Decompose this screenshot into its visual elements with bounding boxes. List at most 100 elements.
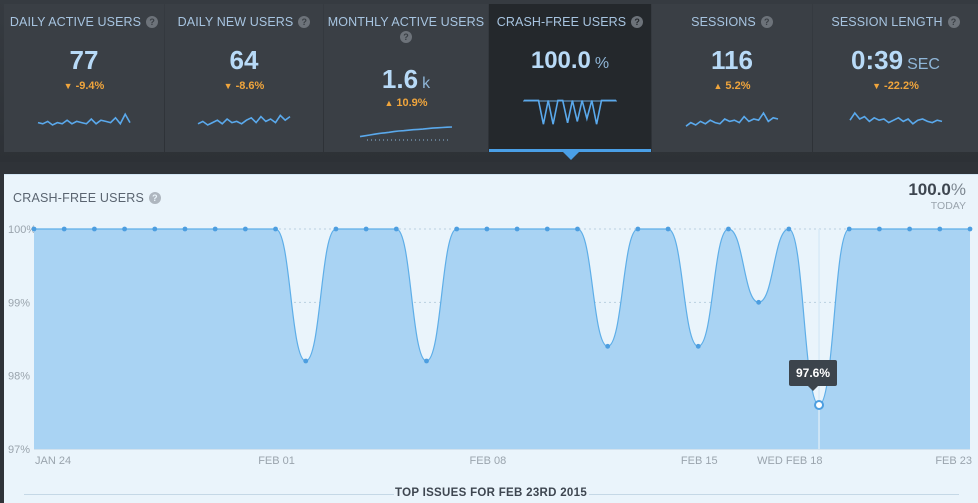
metric-change: ▼ -8.6% (223, 80, 265, 92)
data-point (393, 226, 399, 232)
metric-value: 100.0% (530, 47, 610, 74)
sparkline (848, 111, 942, 125)
sparkline-path (37, 112, 131, 126)
metric-value: 64 (229, 45, 259, 75)
data-point (484, 226, 490, 232)
metric-label: CRASH-FREE USERS? (489, 15, 651, 29)
metric-value: 77 (69, 45, 99, 75)
data-point (665, 226, 671, 232)
data-point-highlight (814, 400, 825, 410)
active-tile-pointer (563, 152, 579, 160)
metric-label: DAILY NEW USERS? (165, 15, 323, 29)
metric-label: DAILY ACTIVE USERS? (4, 15, 164, 29)
metric-change: ▲ 5.2% (713, 80, 751, 92)
data-point (242, 226, 248, 232)
triangle-up-icon: ▲ (384, 98, 394, 108)
data-point (273, 226, 278, 232)
divider (24, 494, 394, 495)
data-point (877, 226, 882, 232)
section-title: TOP ISSUES FOR FEB 23RD 2015 (394, 487, 588, 499)
data-point (907, 226, 913, 232)
data-point (967, 226, 973, 232)
triangle-down-icon: ▼ (872, 81, 882, 91)
help-icon[interactable]: ? (400, 31, 412, 43)
data-point (454, 226, 460, 232)
data-point (786, 226, 792, 232)
triangle-down-icon: ▼ (223, 81, 233, 91)
metric-label: SESSIONS? (652, 15, 812, 29)
metric-value: 116 (711, 45, 753, 75)
sparkline-path (359, 126, 453, 138)
help-icon[interactable]: ? (947, 16, 960, 28)
help-icon[interactable]: ? (298, 16, 311, 28)
data-point (31, 226, 37, 232)
y-tick-label: 100% (8, 224, 36, 236)
metric-tile-daily-new-users[interactable]: DAILY NEW USERS? 64 ▼ -8.6% (165, 4, 323, 152)
data-point (212, 226, 218, 232)
sparkline (523, 99, 617, 125)
area-fill (34, 229, 970, 449)
x-tick-label: FEB 23 (935, 455, 972, 467)
metrics-bar: DAILY ACTIVE USERS? 77 ▼ -9.4% DAILY NEW … (0, 0, 978, 162)
today-label: TODAY (930, 200, 966, 212)
data-point (846, 226, 852, 232)
metric-value: 1.6 k (381, 64, 431, 94)
x-tick-label: WED FEB 18 (757, 455, 822, 467)
sparkline-path (848, 111, 942, 125)
triangle-up-icon: ▲ (713, 81, 723, 91)
metric-change: ▲ 10.9% (384, 97, 428, 109)
y-tick-label: 99% (8, 297, 30, 309)
data-point (544, 226, 550, 232)
data-point (122, 226, 127, 232)
x-tick-label: FEB 01 (258, 455, 295, 467)
metric-tile-daily-active-users[interactable]: DAILY ACTIVE USERS? 77 ▼ -9.4% (4, 4, 164, 152)
help-icon[interactable]: ? (149, 192, 161, 204)
y-tick-label: 98% (8, 371, 30, 383)
data-point (635, 226, 641, 232)
x-tick-label: FEB 15 (681, 455, 718, 467)
triangle-down-icon: ▼ (63, 81, 73, 91)
metric-label: SESSION LENGTH? (813, 15, 978, 29)
data-point (91, 226, 97, 232)
data-point (152, 226, 158, 232)
help-icon[interactable]: ? (760, 16, 773, 28)
metric-change: ▼ -22.2% (872, 80, 919, 92)
x-tick-label: JAN 24 (35, 455, 71, 467)
data-point (575, 226, 580, 232)
sparkline (37, 112, 131, 126)
sparkline (359, 126, 453, 141)
metric-tile-crash-free-users[interactable]: CRASH-FREE USERS? 100.0% (489, 4, 651, 152)
help-icon[interactable]: ? (631, 16, 644, 28)
sparkline-path (685, 111, 779, 127)
divider (589, 494, 959, 495)
sparkline (197, 114, 291, 126)
data-point (514, 226, 520, 232)
data-point (424, 358, 429, 364)
metric-label: MONTHLY ACTIVE USERS (327, 15, 485, 29)
sparkline-path (197, 114, 291, 126)
chart-panel: 100% 99% 98% 97% JAN 24 FEB 01 FEB 08 FEB 15 WED… (4, 174, 978, 503)
chart-tooltip: 97.6% (789, 360, 837, 391)
data-point (303, 358, 309, 364)
data-point (756, 299, 762, 305)
metric-value: 0:39 SEC (851, 45, 940, 75)
crash-free-users-chart[interactable]: 100% 99% 98% 97% JAN 24 FEB 01 FEB 08 FEB 15 WED… (4, 175, 978, 503)
data-point (695, 343, 701, 349)
metric-tile-sessions[interactable]: SESSIONS? 116 ▲ 5.2% (652, 4, 812, 152)
help-icon[interactable]: ? (146, 16, 159, 28)
panel-title: CRASH-FREE USERS? (13, 191, 161, 205)
data-point (726, 226, 731, 232)
data-point (182, 226, 188, 232)
data-point (937, 226, 943, 232)
sparkline-path (524, 99, 616, 125)
data-point (61, 226, 67, 232)
data-point (363, 226, 369, 232)
data-point (333, 226, 339, 232)
y-tick-label: 97% (8, 444, 30, 456)
metric-tile-session-length[interactable]: SESSION LENGTH? 0:39 SEC ▼ -22.2% (813, 4, 978, 152)
x-tick-label: FEB 08 (470, 455, 507, 467)
metric-change: ▼ -9.4% (63, 80, 105, 92)
today-value: 100.0% (908, 180, 966, 199)
metric-tile-monthly-active-users[interactable]: MONTHLY ACTIVE USERS ? 1.6 k ▲ 10.9% (324, 4, 488, 152)
data-point (605, 343, 611, 349)
